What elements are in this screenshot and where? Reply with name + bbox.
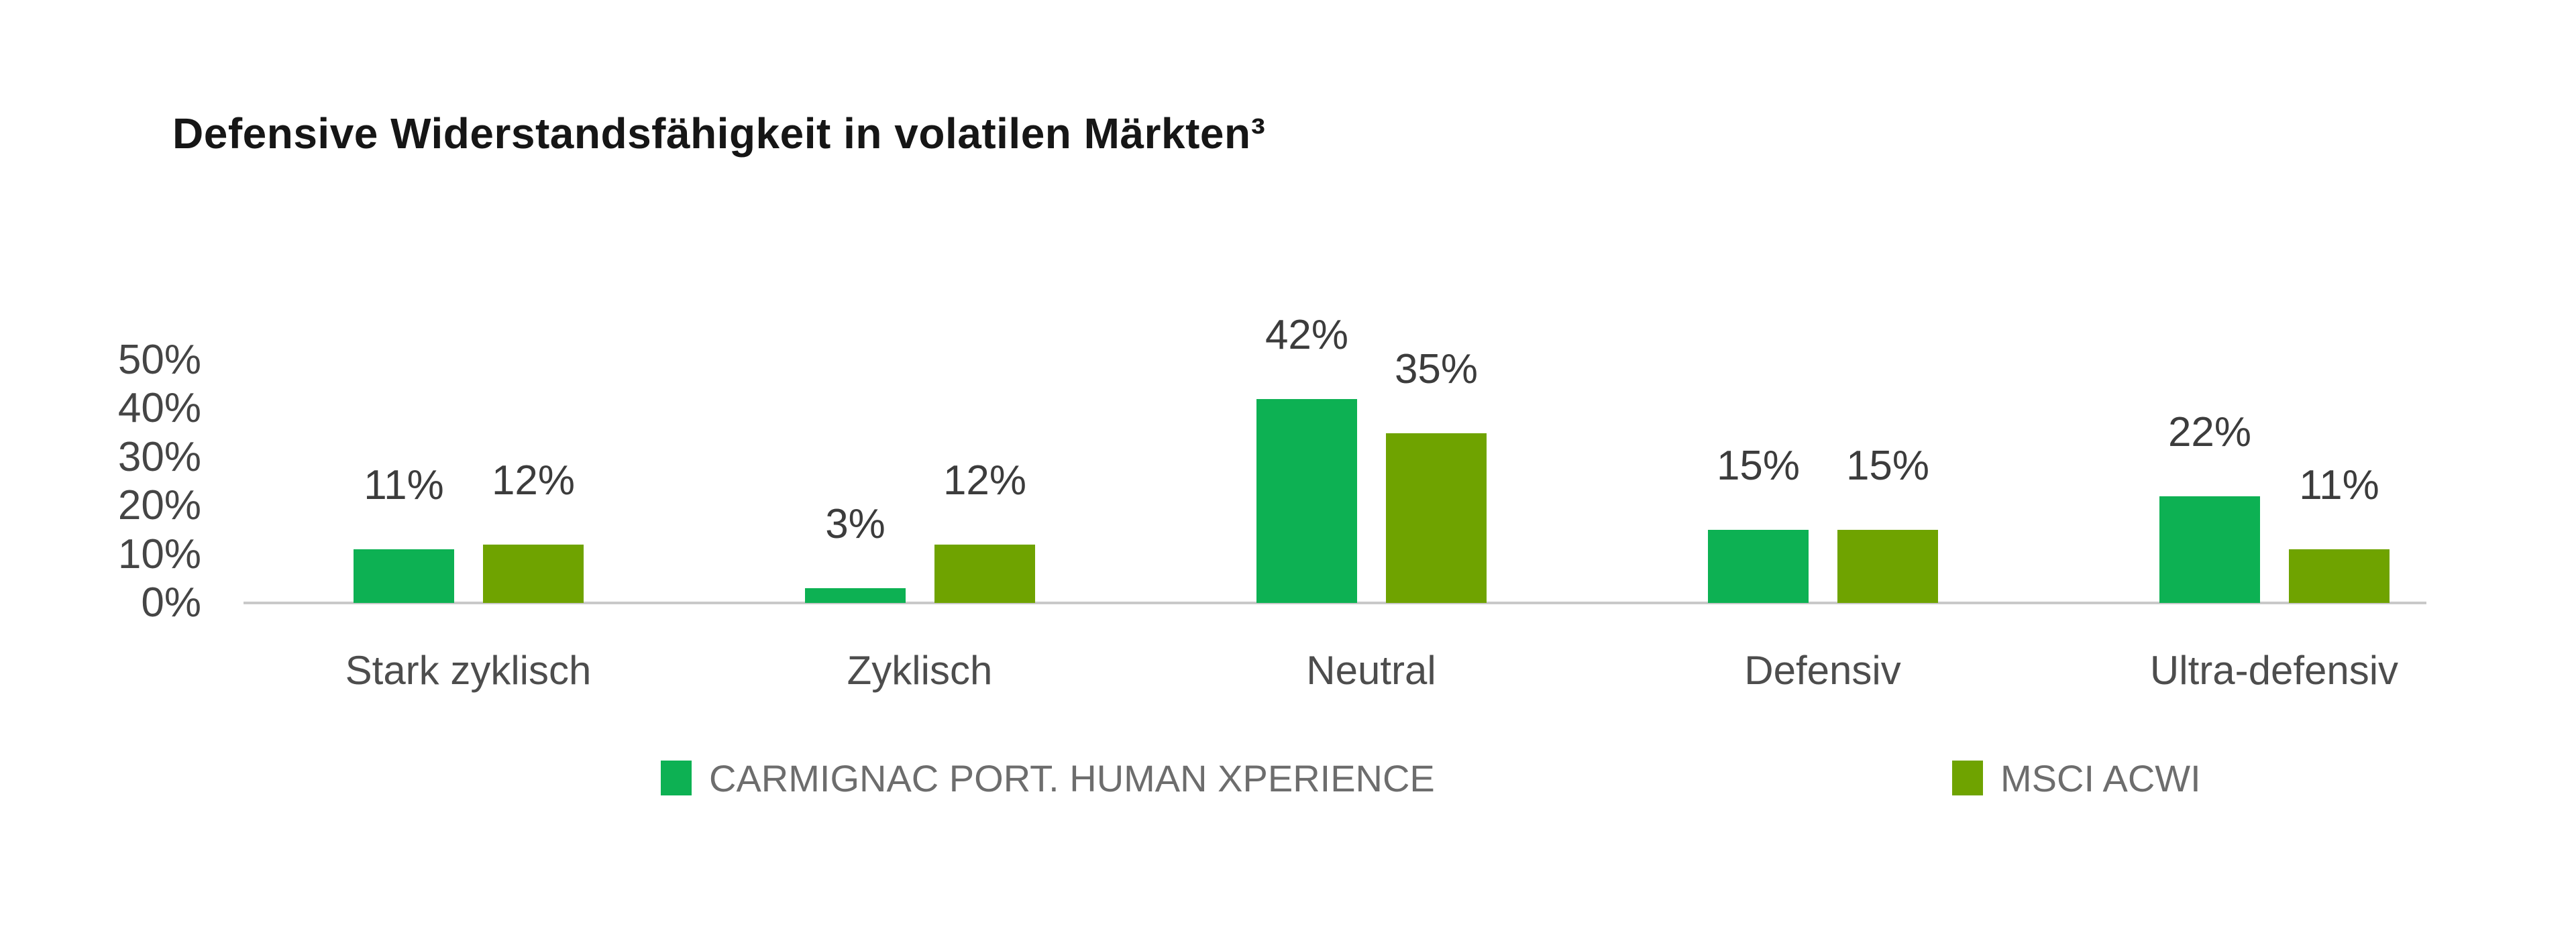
x-axis-line [244, 602, 2426, 604]
bar-carmignac [805, 588, 906, 603]
bar-value-label: 12% [943, 457, 1027, 504]
bar-msci-acwi [483, 545, 584, 603]
bar-value-label: 15% [1845, 443, 1930, 489]
category-label: Ultra-defensiv [2149, 648, 2399, 693]
bar-msci-acwi [1837, 530, 1938, 603]
bar-carmignac [1708, 530, 1809, 603]
bar-carmignac [354, 549, 454, 603]
bar-value-label: 11% [2299, 462, 2379, 508]
category-label: Stark zyklisch [345, 648, 592, 693]
category-label: Neutral [1306, 648, 1436, 693]
bar-msci-acwi [934, 545, 1035, 603]
legend-item-msci-acwi: MSCI ACWI [1952, 753, 2201, 803]
bar-value-label: 12% [491, 457, 576, 504]
bar-carmignac [1256, 399, 1357, 603]
chart-title: Defensive Widerstandsfähigkeit in volati… [172, 109, 1266, 158]
legend-swatch-msci-acwi-icon [1952, 761, 1983, 795]
bar-value-label: 15% [1716, 443, 1801, 489]
category-label: Defensiv [1744, 648, 1901, 693]
bar-value-label: 35% [1394, 346, 1479, 392]
bar-msci-acwi [2289, 549, 2390, 603]
y-axis-tick-label: 0% [141, 579, 201, 626]
bar-carmignac [2159, 496, 2260, 603]
category-label: Zyklisch [847, 648, 993, 693]
bar-value-label: 42% [1265, 312, 1349, 358]
y-axis-tick-label: 20% [117, 482, 201, 529]
legend-item-carmignac: CARMIGNAC PORT. HUMAN XPERIENCE [661, 753, 1435, 803]
bar-value-label: 11% [364, 462, 444, 508]
legend-swatch-carmignac-icon [661, 761, 692, 795]
bar-value-label: 3% [825, 501, 885, 547]
legend-label-msci-acwi: MSCI ACWI [2000, 757, 2201, 799]
y-axis-tick-label: 50% [117, 337, 201, 383]
y-axis-tick-label: 30% [117, 433, 201, 480]
bar-msci-acwi [1386, 433, 1487, 603]
bar-value-label: 22% [2167, 409, 2252, 455]
legend-label-carmignac: CARMIGNAC PORT. HUMAN XPERIENCE [709, 757, 1435, 799]
y-axis-tick-label: 40% [117, 385, 201, 432]
y-axis-tick-label: 10% [117, 531, 201, 577]
